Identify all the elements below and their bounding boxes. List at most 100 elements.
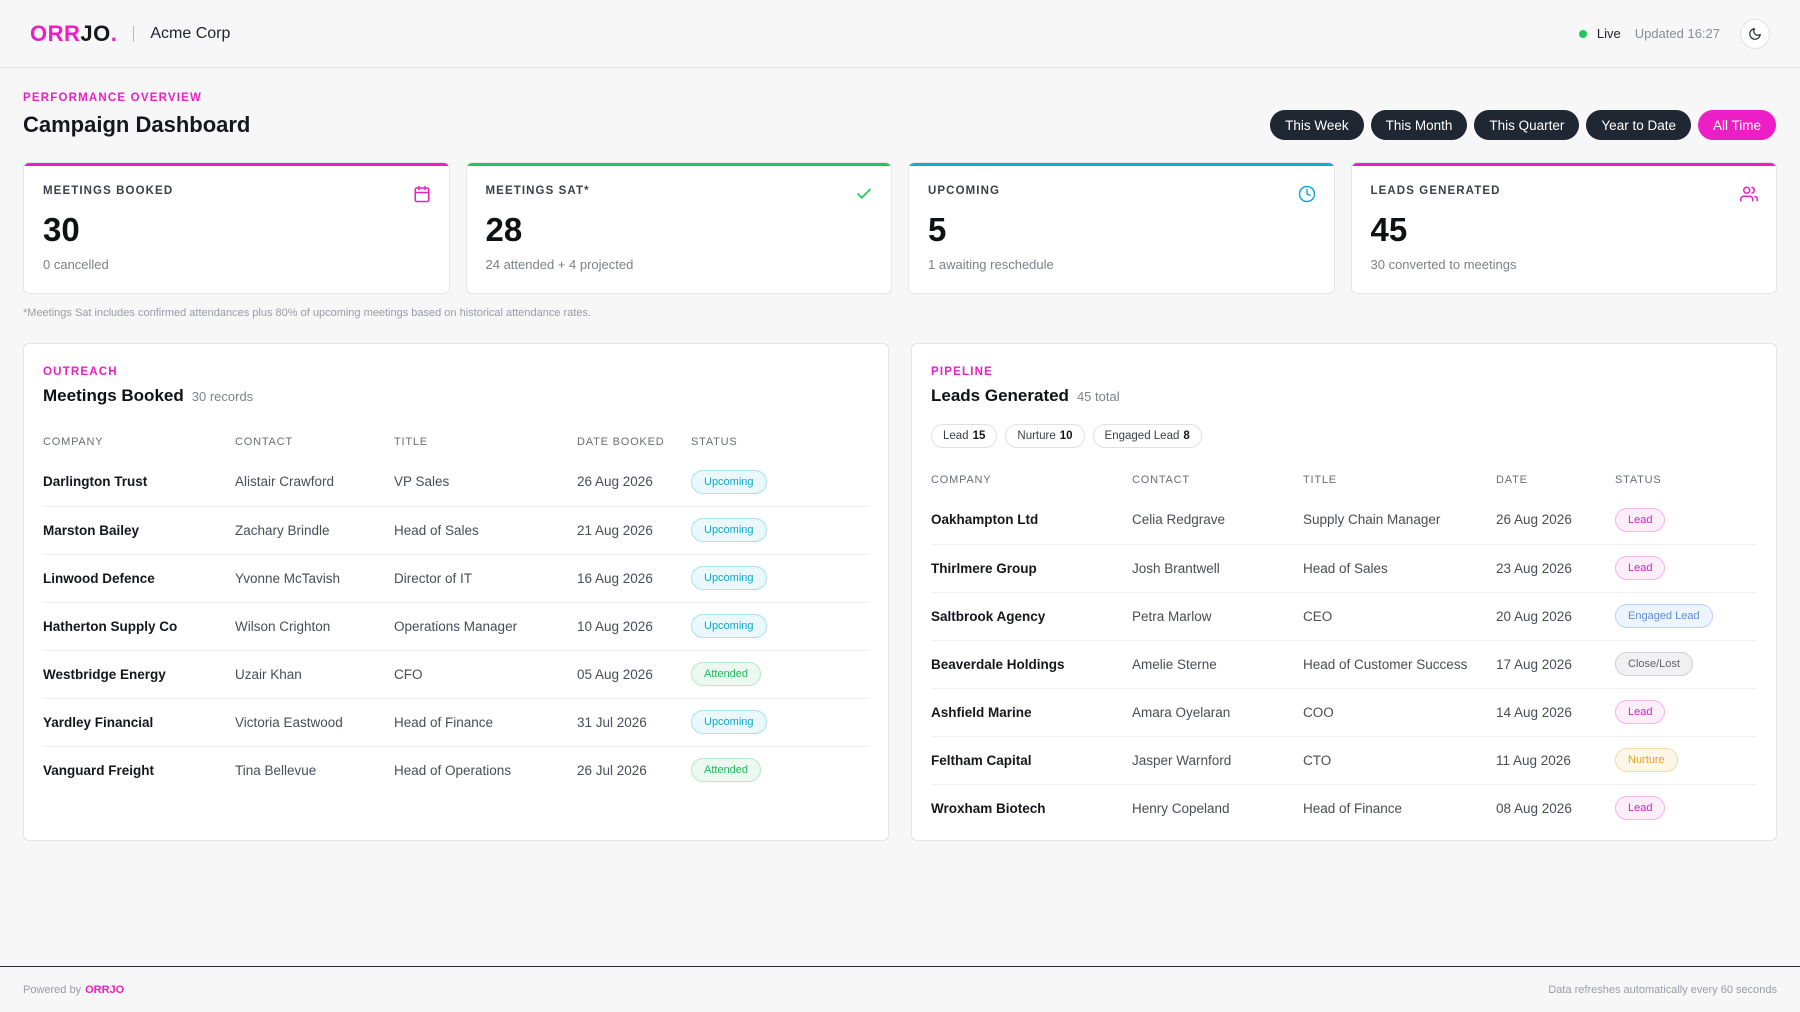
page-title: Campaign Dashboard — [23, 112, 251, 137]
cell-title: Head of Customer Success — [1303, 639, 1496, 688]
theme-toggle-button[interactable] — [1740, 18, 1770, 49]
cell-status: Attended — [691, 649, 869, 698]
cell-title: CEO — [1303, 591, 1496, 640]
status-badge: Lead — [1615, 556, 1666, 580]
table-row[interactable]: Vanguard Freight Tina Bellevue Head of Ope… — [43, 745, 869, 794]
logo-part-2: JO — [80, 20, 111, 46]
table-row[interactable]: Feltham Capital Jasper Warnford CTO 11 Aug … — [931, 735, 1757, 784]
kpi-card-leads-generated: LEADS GENERATED 45 30 converted to meeting… — [1350, 162, 1777, 294]
cell-date: 10 Aug 2026 — [577, 601, 691, 650]
kpi-label: MEETINGS SAT* — [485, 185, 590, 197]
meetings-panel-title: Meetings Booked — [43, 386, 184, 405]
cell-status: Upcoming — [691, 505, 869, 554]
kpi-cards: MEETINGS BOOKED 30 0 cancelled MEETINGS SAT… — [23, 162, 1777, 294]
table-row[interactable]: Yardley Financial Victoria Eastwood Head o… — [43, 697, 869, 746]
orrjo-logo[interactable]: ORRJO. — [30, 21, 117, 47]
cell-contact: Amelie Sterne — [1132, 639, 1303, 688]
cell-contact: Petra Marlow — [1132, 591, 1303, 640]
cell-company: Vanguard Freight — [43, 745, 235, 794]
table-row[interactable]: Darlington Trust Alistair Crawford VP Sale… — [43, 458, 869, 506]
status-badge: Upcoming — [691, 710, 767, 734]
cell-date: 26 Jul 2026 — [577, 745, 691, 794]
header-divider — [133, 25, 135, 42]
cell-title: VP Sales — [394, 474, 450, 490]
meetings-booked-panel: OUTREACH Meetings Booked 30 records COMP… — [23, 343, 889, 841]
chip-count: 15 — [972, 430, 986, 442]
filter-this-month-button[interactable]: This Month — [1370, 110, 1468, 140]
column-header-company[interactable]: COMPANY — [43, 436, 104, 448]
table-row[interactable]: Hatherton Supply Co Wilson Crighton Operat… — [43, 601, 869, 650]
table-row[interactable]: Beaverdale Holdings Amelie Sterne Head of … — [931, 639, 1757, 688]
cell-title: COO — [1303, 687, 1496, 736]
column-header-contact[interactable]: CONTACT — [1132, 474, 1190, 486]
cell-date: 16 Aug 2026 — [577, 553, 691, 602]
cell-status: Close/Lost — [1615, 639, 1757, 688]
table-row[interactable]: Westbridge Energy Uzair Khan CFO 05 Aug 202… — [43, 649, 869, 698]
filter-this-quarter-button[interactable]: This Quarter — [1474, 110, 1580, 140]
cell-status: Lead — [1615, 496, 1757, 544]
cell-date: 17 Aug 2026 — [1496, 639, 1615, 688]
live-indicator-dot — [1578, 29, 1587, 38]
cell-status: Lead — [1615, 783, 1757, 832]
table-row[interactable]: Ashfield Marine Amara Oyelaran COO 14 Aug 2… — [931, 687, 1757, 736]
column-header-date-booked[interactable]: DATE BOOKED — [577, 436, 665, 448]
cell-contact: Tina Bellevue — [235, 745, 394, 794]
kpi-label: MEETINGS BOOKED — [43, 185, 174, 197]
kpi-value: 5 — [928, 211, 947, 248]
footer-brand-link[interactable]: ORRJO — [85, 983, 125, 996]
table-row[interactable]: Marston Bailey Zachary Brindle Head of Sal… — [43, 505, 869, 554]
check-icon — [855, 185, 873, 203]
filter-year-to-date-button[interactable]: Year to Date — [1586, 110, 1691, 140]
column-header-title[interactable]: TITLE — [394, 436, 428, 448]
filter-this-week-button[interactable]: This Week — [1270, 110, 1364, 140]
table-row[interactable]: Wroxham Biotech Henry Copeland Head of Fin… — [931, 783, 1757, 832]
client-name: Acme Corp — [150, 24, 231, 42]
cell-date: 31 Jul 2026 — [577, 697, 691, 746]
kpi-value: 28 — [485, 211, 523, 248]
cell-contact: Uzair Khan — [235, 649, 394, 698]
cell-date: 23 Aug 2026 — [1496, 543, 1615, 592]
table-row[interactable]: Saltbrook Agency Petra Marlow CEO 20 Aug 20… — [931, 591, 1757, 640]
leads-total-count: 45 total — [1076, 389, 1120, 404]
column-header-title[interactable]: TITLE — [1303, 474, 1337, 486]
cell-company: Ashfield Marine — [931, 687, 1132, 736]
cell-company: Westbridge Energy — [43, 649, 235, 698]
filter-all-time-button[interactable]: All Time — [1697, 110, 1776, 140]
cell-status: Lead — [1615, 687, 1757, 736]
cell-date: 14 Aug 2026 — [1496, 687, 1615, 736]
column-header-status[interactable]: STATUS — [1615, 474, 1662, 486]
cell-contact: Victoria Eastwood — [235, 697, 394, 746]
cell-contact: Yvonne McTavish — [235, 553, 394, 602]
refresh-note: Data refreshes automatically every 60 se… — [1548, 983, 1777, 996]
chip-label: Lead — [943, 430, 969, 442]
column-header-company[interactable]: COMPANY — [931, 474, 992, 486]
updated-time: Updated 16:27 — [1634, 26, 1720, 41]
cell-company: Oakhampton Ltd — [931, 512, 1039, 528]
cell-company: Beaverdale Holdings — [931, 639, 1132, 688]
table-row[interactable]: Oakhampton Ltd Celia Redgrave Supply Chain… — [931, 496, 1757, 544]
column-header-status[interactable]: STATUS — [691, 436, 738, 448]
cell-date: 21 Aug 2026 — [577, 505, 691, 554]
chip-lead[interactable]: Lead 15 — [931, 424, 998, 448]
cell-contact: Celia Redgrave — [1132, 512, 1226, 528]
status-badge: Upcoming — [691, 518, 767, 542]
cell-contact: Jasper Warnford — [1132, 735, 1303, 784]
time-filter-group: This Week This Month This Quarter Year to D… — [1270, 110, 1776, 140]
table-row[interactable]: Thirlmere Group Josh Brantwell Head of Sal… — [931, 543, 1757, 592]
cell-title: Head of Finance — [1303, 783, 1496, 832]
cell-date: 05 Aug 2026 — [577, 649, 691, 698]
status-badge: Lead — [1615, 796, 1666, 821]
cell-date: 26 Aug 2026 — [577, 474, 653, 490]
cell-contact: Amara Oyelaran — [1132, 687, 1303, 736]
kpi-accent-bar — [1351, 163, 1776, 166]
chip-nurture[interactable]: Nurture 10 — [1005, 424, 1085, 448]
status-badge: Attended — [691, 758, 762, 783]
chip-engaged-lead[interactable]: Engaged Lead 8 — [1092, 424, 1202, 448]
status-badge: Lead — [1615, 507, 1666, 532]
column-header-contact[interactable]: CONTACT — [235, 436, 293, 448]
table-row[interactable]: Linwood Defence Yvonne McTavish Director o… — [43, 553, 869, 602]
kpi-label: LEADS GENERATED — [1370, 185, 1501, 197]
cell-title: CTO — [1303, 735, 1496, 784]
leads-panel-title: Leads Generated — [931, 386, 1069, 405]
column-header-date[interactable]: DATE — [1496, 474, 1528, 486]
